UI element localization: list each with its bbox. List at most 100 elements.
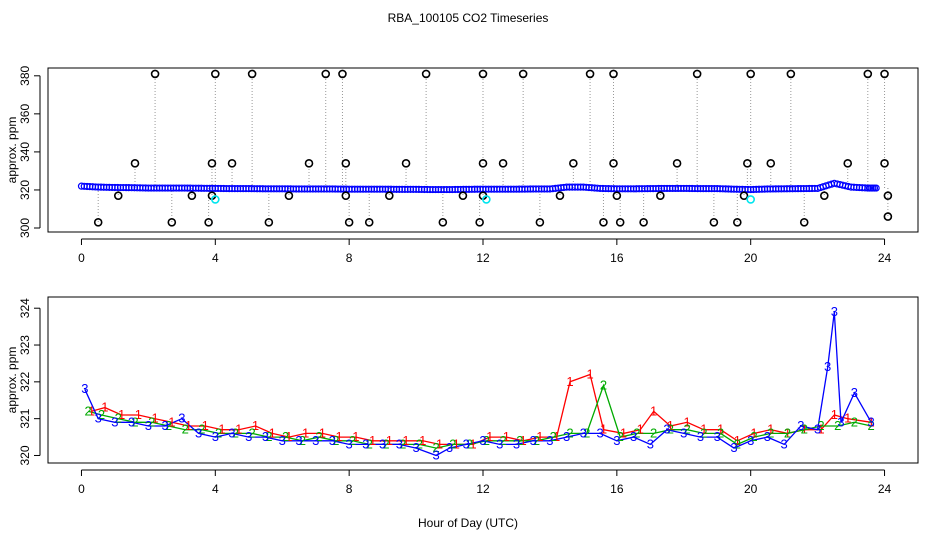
outlier-point (130, 159, 140, 168)
outlier-point (733, 217, 742, 227)
series-3-marker: 3 (396, 436, 403, 451)
bottom-x-tick-label: 16 (610, 482, 624, 496)
bottom-x-tick-label: 20 (744, 482, 758, 496)
outlier-point (204, 217, 213, 227)
bottom-x-tick-label: 0 (78, 482, 85, 496)
outlier-point (599, 217, 608, 227)
series-3-marker: 3 (781, 436, 788, 451)
series-3-marker: 3 (714, 429, 721, 444)
outlier-point (167, 217, 177, 227)
bottom-y-tick-label: 321 (18, 408, 32, 428)
series-1-marker: 1 (520, 433, 527, 448)
series-1-marker: 1 (386, 433, 393, 448)
outlier-point (820, 191, 829, 200)
series-3-marker: 3 (680, 425, 687, 440)
series-2-marker: 2 (516, 433, 523, 448)
top-x-tick-label: 0 (78, 251, 85, 265)
series-1-marker: 1 (335, 429, 342, 444)
top-y-axis-label: approx. ppm (5, 117, 19, 184)
series-1-marker: 1 (734, 433, 741, 448)
series-2-marker: 2 (633, 425, 640, 440)
top-y-tick-label: 340 (18, 142, 32, 162)
series-1-marker: 1 (637, 422, 644, 437)
x-axis-title: Hour of Day (UTC) (418, 516, 518, 530)
bottom-y-axis: 320 321 322 323 324 (18, 298, 41, 465)
series-3-marker: 3 (747, 433, 754, 448)
series-2-marker: 2 (717, 425, 724, 440)
series-1-marker: 1 (101, 400, 108, 415)
series-2-marker: 2 (382, 436, 389, 451)
series-3-marker: 3 (663, 422, 670, 437)
series-3-marker: 3 (262, 429, 269, 444)
series-1-marker: 1 (135, 407, 142, 422)
bottom-y-tick-label: 323 (18, 335, 32, 355)
outlier-point (843, 159, 853, 168)
series-2-marker: 2 (600, 378, 607, 393)
series-2-marker: 2 (98, 407, 105, 422)
outlier-point (672, 159, 682, 168)
bottom-y-tick-label: 324 (18, 298, 32, 318)
top-y-axis: 300 320 340 360 380 (18, 65, 41, 238)
outlier-point (344, 217, 354, 227)
series-3-marker: 3 (824, 359, 831, 374)
outlier-point (458, 191, 468, 200)
bottom-y-axis-label: approx. ppm (5, 347, 19, 414)
outlier-point (555, 191, 565, 200)
top-cyan-points (211, 195, 755, 204)
series-2-marker: 2 (734, 436, 741, 451)
outlier-point (385, 191, 394, 200)
series-3-marker: 3 (295, 433, 302, 448)
bottom-x-tick-label: 4 (212, 482, 219, 496)
series-1-marker: 1 (750, 425, 757, 440)
top-x-tick-label: 4 (212, 251, 219, 265)
outlier-point (692, 69, 702, 79)
outlier-point (518, 69, 528, 79)
series-2-marker: 2 (483, 433, 490, 448)
series-2-marker: 2 (416, 436, 423, 451)
series-3-marker: 3 (346, 436, 353, 451)
figure-title: RBA_100105 CO2 Timeseries (388, 11, 549, 25)
series-2-marker: 2 (583, 425, 590, 440)
series-3-marker: 3 (831, 304, 838, 319)
series-1-marker: 1 (801, 422, 808, 437)
series-2-marker: 2 (817, 418, 824, 433)
outlier-point (284, 191, 294, 200)
top-plot-frame (47, 67, 919, 233)
series-3-marker: 3 (329, 433, 336, 448)
top-y-tick-label: 300 (18, 218, 32, 238)
series-3-marker: 3 (814, 422, 821, 437)
top-x-tick-label: 12 (476, 251, 490, 265)
series-2-marker: 2 (349, 433, 356, 448)
outlier-point (438, 217, 448, 227)
outlier-point (264, 217, 274, 227)
series-1-marker: 1 (817, 422, 824, 437)
series-3-marker: 3 (161, 418, 168, 433)
series-3-marker: 3 (178, 411, 185, 426)
series-2-marker: 2 (750, 429, 757, 444)
series-1-marker: 1 (536, 429, 543, 444)
series-1-marker: 1 (252, 418, 259, 433)
series-3-marker: 3 (412, 440, 419, 455)
series-1-marker: 1 (553, 429, 560, 444)
series-3-marker: 3 (596, 425, 603, 440)
series-1-marker: 1 (767, 422, 774, 437)
series-2-marker: 2 (550, 429, 557, 444)
series-2-marker: 2 (499, 433, 506, 448)
series-1-marker: 1 (118, 407, 125, 422)
bottom-y-tick-label: 322 (18, 372, 32, 392)
outlier-point (338, 69, 347, 79)
series-2-marker: 2 (868, 418, 875, 433)
outlier-point (656, 191, 665, 200)
series-1-marker: 1 (700, 422, 707, 437)
series-2-marker: 2 (85, 403, 92, 418)
series-3-line (84, 311, 872, 457)
series-2-marker: 2 (399, 436, 406, 451)
outlier-point (709, 217, 719, 227)
top-x-axis: 0 4 8 12 16 20 24 (78, 238, 892, 265)
series-3-marker: 3 (546, 433, 553, 448)
series-2-marker: 2 (617, 429, 624, 444)
series-1-marker: 1 (620, 425, 627, 440)
outlier-point (93, 217, 103, 227)
series-3-marker: 3 (613, 433, 620, 448)
